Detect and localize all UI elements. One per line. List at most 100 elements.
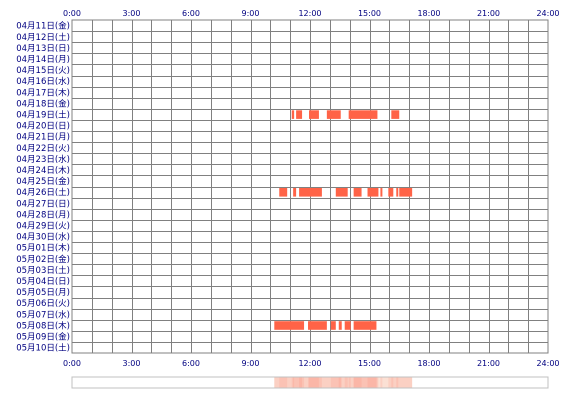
activity-bar xyxy=(348,110,378,119)
row-date-label: 04月19日(土) xyxy=(16,109,70,120)
x-tick-label-top: 3:00 xyxy=(123,9,141,18)
x-tick-label-top: 0:00 xyxy=(63,9,81,18)
row-date-label: 05月01日(木) xyxy=(16,243,70,254)
x-tick-label-top: 15:00 xyxy=(358,9,381,18)
row-date-label: 04月12日(土) xyxy=(16,32,70,43)
row-date-label: 04月29日(火) xyxy=(16,221,70,231)
y-axis-date-labels: 04月11日(金)04月12日(土)04月13日(日)04月14日(月)04月1… xyxy=(16,21,70,354)
summary-strip xyxy=(71,376,549,389)
activity-bar xyxy=(326,110,341,119)
summary-strip-mark xyxy=(353,377,362,388)
x-tick-label-bottom: 21:00 xyxy=(477,359,500,368)
activity-bar xyxy=(344,321,351,330)
x-tick-label-bottom: 18:00 xyxy=(417,359,440,368)
row-date-label: 04月26日(土) xyxy=(16,187,70,198)
summary-strip-mark xyxy=(338,377,342,388)
x-tick-label-top: 12:00 xyxy=(298,9,321,18)
summary-strip-mark xyxy=(274,377,305,388)
x-tick-label-bottom: 9:00 xyxy=(242,359,260,368)
activity-bar xyxy=(335,188,348,197)
row-date-label: 04月25日(金) xyxy=(16,176,70,187)
activity-bar xyxy=(353,188,362,197)
summary-strip-mark xyxy=(291,377,295,388)
summary-strip-mark xyxy=(299,377,322,388)
row-date-label: 04月14日(月) xyxy=(16,55,70,65)
activity-bar xyxy=(391,110,400,119)
row-date-label: 04月22日(火) xyxy=(16,144,70,154)
x-tick-label-top: 21:00 xyxy=(477,9,500,18)
activity-bar xyxy=(309,110,319,119)
summary-strip-mark xyxy=(388,377,394,388)
summary-strip-mark xyxy=(348,377,378,388)
x-tick-label-bottom: 15:00 xyxy=(358,359,381,368)
x-tick-label-top: 24:00 xyxy=(536,9,559,18)
row-date-label: 05月07日(水) xyxy=(16,309,70,320)
activity-bar xyxy=(308,321,327,330)
x-tick-label-top: 9:00 xyxy=(242,9,260,18)
activity-bar xyxy=(296,110,303,119)
summary-strip-mark xyxy=(293,377,297,388)
summary-strip-band xyxy=(274,377,413,388)
activity-bar xyxy=(380,188,383,197)
row-date-label: 04月13日(日) xyxy=(16,44,70,54)
row-date-label: 04月28日(月) xyxy=(16,210,70,220)
activity-bar xyxy=(293,188,297,197)
row-date-label: 05月09日(金) xyxy=(16,331,70,342)
row-date-label: 04月20日(日) xyxy=(16,122,70,132)
summary-strip-mark xyxy=(380,377,383,388)
row-date-label: 04月27日(日) xyxy=(16,199,70,209)
summary-strip-mark xyxy=(344,377,351,388)
activity-bar xyxy=(299,188,322,197)
x-tick-label-bottom: 3:00 xyxy=(123,359,141,368)
summary-strip-mark xyxy=(391,377,400,388)
summary-strip-mark xyxy=(335,377,348,388)
row-date-label: 05月02日(金) xyxy=(16,254,70,265)
summary-strip-mark xyxy=(309,377,319,388)
row-date-label: 05月08日(木) xyxy=(16,320,70,331)
x-axis-bottom: 0:00 3:00 6:00 9:00 12:00 15:00 18:00 21:00 24:0… xyxy=(63,359,560,368)
x-tick-label-top: 6:00 xyxy=(182,9,200,18)
summary-strip-mark xyxy=(296,377,303,388)
activity-bar xyxy=(291,110,295,119)
summary-strip-mark xyxy=(353,377,377,388)
activity-bar xyxy=(279,188,288,197)
row-date-label: 05月06日(火) xyxy=(16,299,70,309)
x-tick-label-bottom: 6:00 xyxy=(182,359,200,368)
summary-strip-mark xyxy=(279,377,288,388)
activity-bars xyxy=(274,110,413,330)
x-tick-label-bottom: 12:00 xyxy=(298,359,321,368)
row-date-label: 04月23日(水) xyxy=(16,154,70,165)
row-date-label: 04月17日(木) xyxy=(16,87,70,98)
row-date-label: 04月15日(火) xyxy=(16,66,70,76)
row-date-label: 04月30日(水) xyxy=(16,232,70,243)
row-date-label: 04月21日(月) xyxy=(16,133,70,143)
activity-bar xyxy=(330,321,336,330)
activity-bar xyxy=(396,188,399,197)
row-date-label: 04月16日(水) xyxy=(16,76,70,87)
activity-bar xyxy=(338,321,342,330)
activity-bar xyxy=(388,188,394,197)
x-tick-label-top: 18:00 xyxy=(417,9,440,18)
row-date-label: 05月10日(土) xyxy=(16,343,70,354)
row-date-label: 04月18日(金) xyxy=(16,98,70,109)
x-tick-label-bottom: 24:00 xyxy=(536,359,559,368)
summary-strip-mark xyxy=(367,377,379,388)
row-date-label: 04月24日(木) xyxy=(16,165,70,176)
row-date-label: 05月05日(月) xyxy=(16,288,70,298)
activity-bar xyxy=(353,321,377,330)
row-date-label: 05月04日(日) xyxy=(16,277,70,287)
summary-strip-mark xyxy=(396,377,399,388)
x-tick-label-bottom: 0:00 xyxy=(63,359,81,368)
grid xyxy=(71,19,549,354)
summary-strip-mark xyxy=(308,377,327,388)
summary-strip-mark xyxy=(326,377,341,388)
row-date-label: 04月11日(金) xyxy=(16,21,70,32)
x-axis-top: 0:00 3:00 6:00 9:00 12:00 15:00 18:00 21:00 24:0… xyxy=(63,9,560,18)
activity-bar xyxy=(367,188,379,197)
summary-strip-mark xyxy=(399,377,413,388)
summary-strip-mark xyxy=(330,377,336,388)
row-date-label: 05月03日(土) xyxy=(16,265,70,276)
activity-bar xyxy=(274,321,305,330)
activity-bar xyxy=(399,188,413,197)
